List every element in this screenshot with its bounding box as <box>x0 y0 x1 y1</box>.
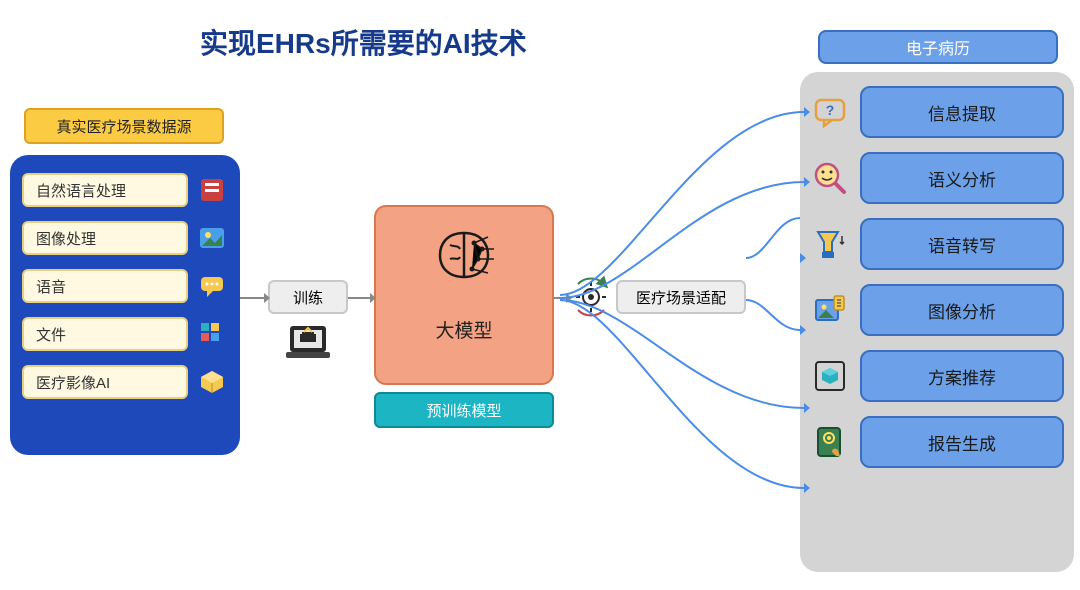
right-row: 报告生成 <box>810 416 1064 468</box>
left-item-medimg: 医疗影像AI <box>22 365 188 399</box>
blocks-icon <box>196 318 228 350</box>
left-item-nlp: 自然语言处理 <box>22 173 188 207</box>
left-row: 语音 <box>22 269 228 303</box>
right-item-semantic: 语义分析 <box>860 152 1064 204</box>
laptop-icon <box>280 320 336 373</box>
train-box: 训练 <box>268 280 348 314</box>
left-header: 真实医疗场景数据源 <box>24 108 224 144</box>
left-row: 自然语言处理 <box>22 173 228 207</box>
left-row: 文件 <box>22 317 228 351</box>
flow-to-right-4 <box>746 296 806 346</box>
pretrain-box: 预训练模型 <box>374 392 554 428</box>
right-item-transcribe: 语音转写 <box>860 218 1064 270</box>
center-label: 大模型 <box>435 316 492 343</box>
right-row: ? 信息提取 <box>810 86 1064 138</box>
center-box: 大模型 <box>374 205 554 385</box>
magnify-smile-icon <box>810 158 850 198</box>
right-item-recommend: 方案推荐 <box>860 350 1064 402</box>
picture-icon <box>196 222 228 254</box>
right-row: 语音转写 <box>810 218 1064 270</box>
left-row: 医疗影像AI <box>22 365 228 399</box>
right-panel: ? 信息提取 语义分析 语音转写 图像分析 方案推荐 报告生成 <box>800 72 1074 572</box>
funnel-icon <box>810 224 850 264</box>
right-row: 语义分析 <box>810 152 1064 204</box>
left-item-voice: 语音 <box>22 269 188 303</box>
left-item-image: 图像处理 <box>22 221 188 255</box>
report-gear-icon <box>810 422 850 462</box>
right-header: 电子病历 <box>818 30 1058 64</box>
brain-icon <box>424 225 504 292</box>
left-panel: 自然语言处理 图像处理 语音 文件 医疗影像AI <box>10 155 240 455</box>
left-item-file: 文件 <box>22 317 188 351</box>
gears-icon <box>570 276 612 323</box>
chat-icon <box>196 270 228 302</box>
svg-text:?: ? <box>826 102 835 118</box>
cube-icon <box>196 366 228 398</box>
cube-screen-icon <box>810 356 850 396</box>
right-row: 图像分析 <box>810 284 1064 336</box>
chat-question-icon: ? <box>810 92 850 132</box>
left-row: 图像处理 <box>22 221 228 255</box>
flow-train-to-center <box>348 290 376 306</box>
flow-left-to-train <box>240 290 270 306</box>
flow-to-right-3 <box>746 248 806 268</box>
book-icon <box>196 174 228 206</box>
image-analyze-icon <box>810 290 850 330</box>
page-title: 实现EHRs所需要的AI技术 <box>200 22 527 62</box>
right-row: 方案推荐 <box>810 350 1064 402</box>
flow-to-right-6 <box>560 300 810 500</box>
right-item-imganalyze: 图像分析 <box>860 284 1064 336</box>
right-item-report: 报告生成 <box>860 416 1064 468</box>
adapt-box: 医疗场景适配 <box>616 280 746 314</box>
right-item-extract: 信息提取 <box>860 86 1064 138</box>
